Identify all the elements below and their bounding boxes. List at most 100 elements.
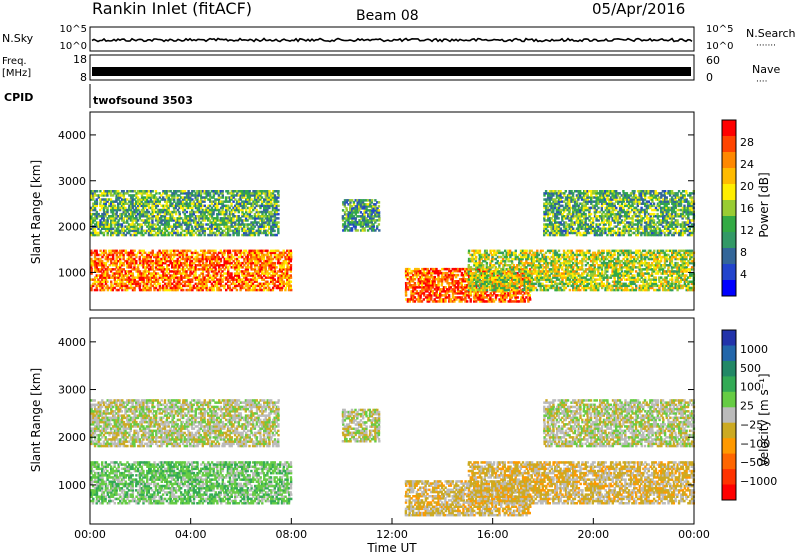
echo-cell bbox=[104, 251, 108, 255]
echo-cell bbox=[117, 255, 120, 259]
echo-cell bbox=[122, 192, 125, 195]
echo-cell bbox=[248, 284, 251, 288]
echo-cell bbox=[122, 264, 126, 267]
echo-cell bbox=[122, 200, 125, 203]
echo-cell bbox=[119, 208, 122, 212]
echo-cell bbox=[97, 215, 101, 218]
echo-cell bbox=[104, 221, 108, 224]
echo-cell bbox=[139, 198, 142, 201]
echo-cell bbox=[187, 264, 190, 267]
echo-cell bbox=[169, 257, 172, 261]
echo-cell bbox=[110, 219, 113, 222]
echo-cell bbox=[129, 206, 133, 210]
echo-cell bbox=[236, 278, 239, 281]
echo-cell bbox=[113, 264, 117, 267]
echo-cell bbox=[158, 249, 161, 253]
echo-cell bbox=[536, 249, 539, 253]
echo-cell bbox=[101, 264, 104, 267]
echo-cell bbox=[189, 284, 192, 288]
echo-cell bbox=[93, 257, 97, 261]
echo-cell bbox=[235, 288, 239, 292]
echo-cell bbox=[131, 268, 134, 271]
echo-cell bbox=[124, 278, 128, 281]
echo-cell bbox=[169, 251, 172, 255]
echo-cell bbox=[257, 274, 260, 277]
echo-cell bbox=[153, 280, 156, 283]
echo-cell bbox=[246, 272, 249, 275]
echo-cell bbox=[151, 274, 154, 277]
echo-cell bbox=[273, 268, 277, 271]
echo-cell bbox=[268, 257, 271, 261]
echo-cell bbox=[226, 255, 230, 259]
echo-cell bbox=[102, 192, 106, 195]
echo-cell bbox=[110, 276, 113, 279]
echo-cell bbox=[115, 276, 118, 279]
echo-cell bbox=[210, 268, 214, 271]
echo-cell bbox=[207, 268, 210, 271]
echo-cell bbox=[117, 284, 120, 288]
echo-cell bbox=[532, 282, 535, 286]
echo-cell bbox=[200, 272, 203, 275]
echo-cell bbox=[138, 288, 142, 292]
echo-cell bbox=[278, 274, 282, 277]
echo-cell bbox=[151, 249, 154, 253]
echo-cell bbox=[255, 284, 258, 288]
echo-cell bbox=[253, 264, 257, 267]
echo-cell bbox=[237, 266, 240, 269]
echo-cell bbox=[101, 251, 104, 255]
echo-cell bbox=[138, 286, 141, 290]
echo-cell bbox=[255, 264, 259, 267]
echo-cell bbox=[128, 282, 131, 286]
echo-cell bbox=[199, 257, 203, 261]
echo-cell bbox=[189, 264, 192, 267]
echo-cell bbox=[94, 259, 97, 263]
echo-cell bbox=[259, 259, 262, 263]
echo-cell bbox=[104, 212, 107, 216]
echo-cell bbox=[212, 261, 216, 265]
echo-cell bbox=[228, 274, 231, 277]
echo-cell bbox=[485, 300, 488, 303]
echo-cell bbox=[144, 223, 147, 226]
echo-cell bbox=[235, 253, 238, 257]
echo-cell bbox=[122, 229, 126, 233]
echo-cell bbox=[124, 225, 127, 228]
echo-cell bbox=[128, 217, 131, 220]
echo-cell bbox=[101, 272, 104, 275]
echo-cell bbox=[277, 286, 280, 290]
echo-cell bbox=[210, 264, 213, 267]
echo-cell bbox=[129, 210, 133, 214]
echo-cell bbox=[282, 266, 285, 269]
echo-cell bbox=[207, 274, 210, 277]
echo-cell bbox=[102, 233, 106, 237]
echo-cell bbox=[106, 198, 110, 201]
echo-cell bbox=[279, 270, 282, 273]
echo-cell bbox=[227, 253, 230, 257]
echo-cell bbox=[92, 278, 95, 281]
echo-cell bbox=[185, 210, 188, 214]
echo-cell bbox=[205, 280, 208, 283]
echo-cell bbox=[197, 288, 201, 292]
echo-cell bbox=[106, 268, 109, 271]
echo-cell bbox=[131, 190, 134, 193]
echo-cell bbox=[97, 280, 100, 283]
echo-cell bbox=[128, 286, 131, 290]
echo-cell bbox=[178, 255, 181, 259]
echo-cell bbox=[469, 298, 472, 301]
echo-cell bbox=[250, 278, 253, 281]
echo-cell bbox=[158, 259, 162, 263]
echo-cell bbox=[111, 272, 115, 275]
echo-cell bbox=[275, 249, 278, 253]
echo-cell bbox=[237, 280, 240, 283]
echo-cell bbox=[269, 257, 273, 261]
echo-cell bbox=[97, 259, 100, 263]
echo-cell bbox=[104, 272, 107, 275]
echo-cell bbox=[144, 221, 147, 224]
echo-cell bbox=[246, 278, 250, 281]
echo-cell bbox=[287, 288, 291, 292]
echo-cell bbox=[203, 276, 206, 279]
echo-cell bbox=[142, 212, 145, 216]
echo-cell bbox=[248, 251, 251, 255]
echo-cell bbox=[239, 253, 242, 257]
echo-cell bbox=[106, 221, 109, 224]
echo-cell bbox=[120, 286, 124, 290]
